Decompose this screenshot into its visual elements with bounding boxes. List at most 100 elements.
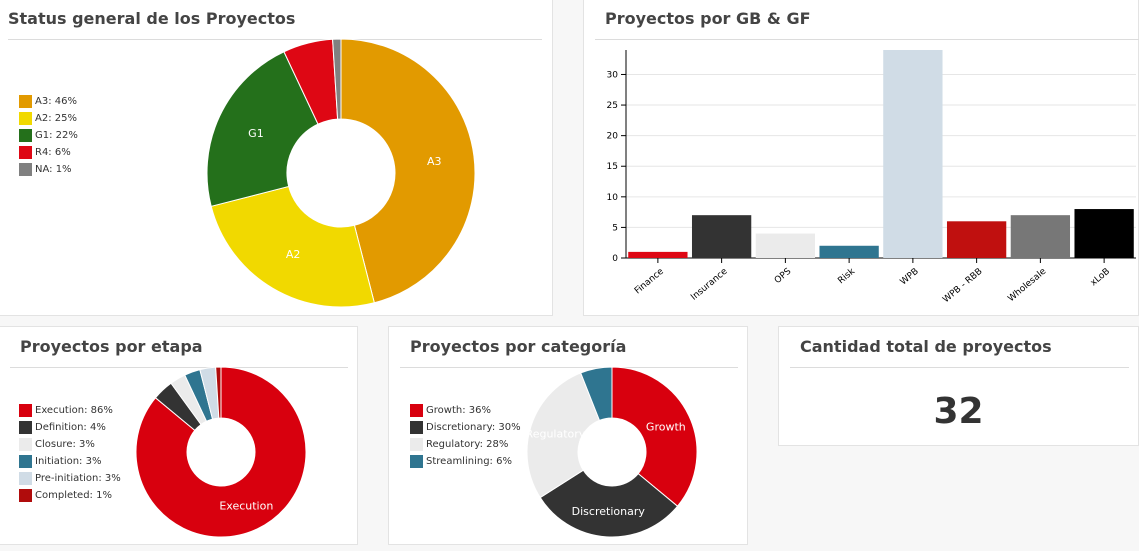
- slice-growth[interactable]: [611, 366, 698, 507]
- status-panel: Status general de los Proyectos A3: 46% A…: [0, 0, 553, 316]
- legend-item-a2: A2: 25%: [19, 110, 78, 127]
- legend-swatch: [19, 455, 32, 468]
- bar-wpb[interactable]: [883, 50, 943, 258]
- bar-wholesale[interactable]: [1010, 215, 1071, 258]
- legend-label: Pre-initiation: 3%: [35, 473, 121, 484]
- y-tick-label: 10: [607, 193, 619, 203]
- legend-label: NA: 1%: [35, 164, 72, 175]
- bar-ops[interactable]: [755, 233, 816, 258]
- legend-swatch: [19, 95, 32, 108]
- legend-item-g1: G1: 22%: [19, 127, 78, 144]
- legend-item-discretionary: Discretionary: 30%: [410, 419, 521, 436]
- status-panel-title: Status general de los Proyectos: [8, 9, 296, 28]
- slice-na[interactable]: [332, 38, 342, 120]
- legend-item-pre-initiation: Pre-initiation: 3%: [19, 470, 121, 487]
- slice-a3[interactable]: [340, 38, 476, 304]
- y-tick-label: 30: [607, 70, 619, 80]
- status-legend: A3: 46% A2: 25% G1: 22% R4: 6% NA: 1%: [19, 93, 78, 178]
- slice-completed[interactable]: [215, 366, 222, 419]
- legend-swatch: [410, 421, 423, 434]
- etapa-donut-chart: Execution: [135, 366, 307, 538]
- status-donut-chart: A3 A2 G1: [206, 38, 476, 308]
- bar-insurance[interactable]: [691, 215, 752, 258]
- legend-swatch: [19, 472, 32, 485]
- bar-xlob[interactable]: [1074, 209, 1134, 258]
- legend-swatch: [410, 438, 423, 451]
- categoria-donut-chart: Growth Discretionary Regulatory: [526, 366, 698, 538]
- slice-label-discretionary: Discretionary: [572, 505, 646, 518]
- total-panel: Cantidad total de proyectos 32: [778, 326, 1139, 446]
- etapa-panel: Proyectos por etapa Execution: 86% Defini…: [0, 326, 358, 545]
- x-tick-label: Risk: [836, 266, 857, 286]
- legend-label: Execution: 86%: [35, 405, 113, 416]
- legend-item-definition: Definition: 4%: [19, 419, 121, 436]
- legend-label: Streamlining: 6%: [426, 456, 512, 467]
- slice-label-g1: G1: [248, 127, 264, 140]
- legend-swatch: [410, 455, 423, 468]
- legend-swatch: [19, 404, 32, 417]
- legend-item-na: NA: 1%: [19, 161, 78, 178]
- legend-swatch: [19, 146, 32, 159]
- legend-swatch: [19, 163, 32, 176]
- legend-item-execution: Execution: 86%: [19, 402, 121, 419]
- legend-swatch: [19, 489, 32, 502]
- slice-label-a2: A2: [286, 248, 301, 261]
- slice-regulatory[interactable]: [526, 372, 601, 499]
- x-tick-label: Wholesale: [1006, 266, 1048, 304]
- x-tick-label: Insurance: [689, 266, 730, 302]
- gb-panel: Proyectos por GB & GF 0 5 10 15 20 25 30 Financ…: [583, 0, 1139, 316]
- categoria-legend: Growth: 36% Discretionary: 30% Regulatory:…: [410, 402, 521, 470]
- etapa-panel-title: Proyectos por etapa: [20, 337, 203, 356]
- x-tick-label: WPB: [899, 267, 921, 288]
- bar-wpb-rbb[interactable]: [946, 221, 1007, 258]
- slice-execution[interactable]: [135, 366, 307, 538]
- legend-swatch: [19, 129, 32, 142]
- etapa-legend: Execution: 86% Definition: 4% Closure: 3% I…: [19, 402, 121, 504]
- gb-panel-title: Proyectos por GB & GF: [605, 9, 811, 28]
- legend-label: Growth: 36%: [426, 405, 491, 416]
- slice-label-a3: A3: [427, 155, 442, 168]
- legend-label: Closure: 3%: [35, 439, 95, 450]
- legend-label: Definition: 4%: [35, 422, 106, 433]
- x-tick-label: WPB - RBB: [941, 267, 984, 306]
- legend-label: Completed: 1%: [35, 490, 112, 501]
- x-tick-label: Finance: [633, 266, 666, 296]
- categoria-panel: Proyectos por categoría Growth: 36% Discr…: [388, 326, 748, 545]
- legend-swatch: [19, 421, 32, 434]
- legend-item-r4: R4: 6%: [19, 144, 78, 161]
- legend-item-regulatory: Regulatory: 28%: [410, 436, 521, 453]
- bar-finance[interactable]: [628, 251, 688, 258]
- y-tick-label: 25: [607, 101, 618, 111]
- categoria-title-divider: [400, 367, 738, 368]
- gb-title-divider: [595, 39, 1139, 40]
- bar-risk[interactable]: [819, 245, 879, 258]
- legend-label: Regulatory: 28%: [426, 439, 509, 450]
- slice-g1[interactable]: [206, 51, 319, 207]
- x-tick-label: OPS: [773, 266, 794, 286]
- slice-label-growth: Growth: [646, 421, 686, 434]
- slice-a2[interactable]: [210, 185, 375, 308]
- legend-swatch: [19, 112, 32, 125]
- gb-bar-chart: 0 5 10 15 20 25 30 Finance Insurance OPS Risk WPB WP…: [607, 50, 1136, 306]
- y-tick-label: 5: [612, 223, 618, 233]
- legend-swatch: [410, 404, 423, 417]
- legend-item-closure: Closure: 3%: [19, 436, 121, 453]
- status-title-divider: [8, 39, 542, 40]
- legend-label: Initiation: 3%: [35, 456, 102, 467]
- legend-label: A3: 46%: [35, 96, 77, 107]
- legend-item-initiation: Initiation: 3%: [19, 453, 121, 470]
- etapa-title-divider: [10, 367, 348, 368]
- y-tick-label: 20: [607, 132, 619, 142]
- slice-discretionary[interactable]: [539, 469, 679, 538]
- legend-label: G1: 22%: [35, 130, 78, 141]
- legend-item-completed: Completed: 1%: [19, 487, 121, 504]
- total-panel-title: Cantidad total de proyectos: [800, 337, 1052, 356]
- y-tick-label: 0: [612, 254, 618, 264]
- legend-item-growth: Growth: 36%: [410, 402, 521, 419]
- slice-label-execution: Execution: [219, 500, 273, 513]
- total-title-divider: [790, 367, 1129, 368]
- y-tick-label: 15: [607, 162, 618, 172]
- legend-swatch: [19, 438, 32, 451]
- legend-item-streamlining: Streamlining: 6%: [410, 453, 521, 470]
- slice-streamlining[interactable]: [580, 366, 613, 422]
